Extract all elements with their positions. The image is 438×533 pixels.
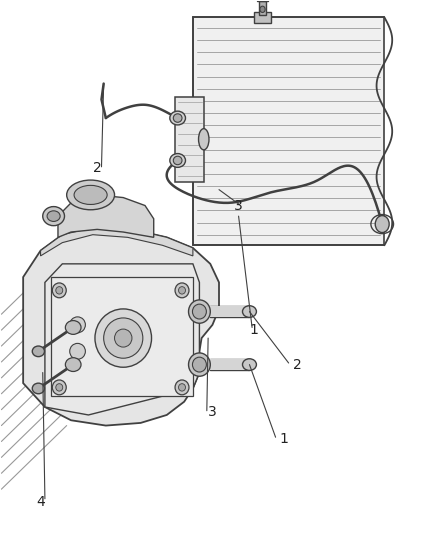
Bar (193, 17, 385, 245)
Polygon shape (23, 227, 219, 425)
Ellipse shape (243, 306, 256, 317)
Ellipse shape (95, 309, 152, 367)
Text: 1: 1 (280, 432, 289, 446)
Ellipse shape (67, 180, 115, 210)
Bar (254, 12, 271, 22)
Ellipse shape (173, 114, 182, 122)
Polygon shape (45, 264, 199, 415)
Bar (210, 306, 250, 317)
Ellipse shape (179, 384, 185, 391)
Ellipse shape (179, 287, 185, 294)
Ellipse shape (170, 154, 185, 167)
Ellipse shape (188, 300, 210, 323)
Bar (259, 2, 266, 14)
Ellipse shape (375, 216, 389, 232)
Ellipse shape (65, 320, 81, 334)
Ellipse shape (65, 358, 81, 372)
Ellipse shape (52, 283, 66, 298)
Ellipse shape (56, 287, 63, 294)
Ellipse shape (175, 380, 189, 395)
Ellipse shape (188, 353, 210, 376)
Ellipse shape (70, 343, 85, 359)
Ellipse shape (47, 211, 60, 221)
Ellipse shape (175, 283, 189, 298)
Bar (51, 277, 193, 397)
Ellipse shape (104, 318, 143, 358)
Ellipse shape (74, 185, 107, 205)
Text: 1: 1 (249, 323, 258, 337)
Ellipse shape (192, 304, 206, 319)
Ellipse shape (243, 359, 256, 370)
Ellipse shape (170, 111, 185, 125)
Ellipse shape (32, 346, 45, 357)
Ellipse shape (173, 156, 182, 165)
Ellipse shape (198, 128, 209, 150)
Ellipse shape (32, 383, 45, 394)
Ellipse shape (43, 207, 64, 225)
Ellipse shape (115, 329, 132, 347)
Ellipse shape (52, 380, 66, 395)
Bar (210, 359, 250, 370)
Ellipse shape (56, 384, 63, 391)
Text: 2: 2 (93, 161, 102, 175)
Ellipse shape (192, 357, 206, 372)
Bar (176, 97, 204, 182)
Text: 3: 3 (234, 198, 243, 213)
Polygon shape (41, 227, 193, 256)
Polygon shape (58, 195, 154, 237)
Ellipse shape (260, 6, 265, 12)
Text: 4: 4 (36, 496, 45, 510)
Text: 2: 2 (293, 358, 302, 372)
Ellipse shape (70, 317, 85, 333)
Text: 3: 3 (208, 405, 217, 419)
